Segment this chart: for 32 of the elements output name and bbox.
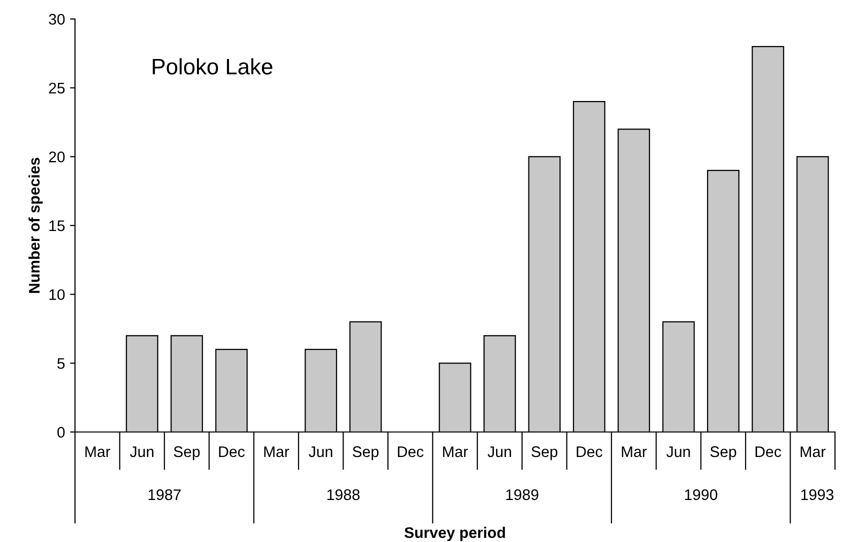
text: 1990 (685, 489, 718, 500)
text: 1993 (801, 489, 834, 500)
y-tick-label: 0 (57, 426, 65, 438)
x-tick-label: Mar (85, 446, 110, 458)
y-tick-label: 25 (49, 82, 65, 94)
x-tick-label: Dec (219, 446, 245, 458)
x-tick-label: Mar (622, 446, 647, 458)
x-tick-label: Sep (174, 446, 200, 460)
x-tick-label: Sep (532, 446, 558, 460)
x-tick-label: Dec (756, 446, 782, 458)
x-axis-title: Survey period (404, 526, 505, 542)
x-tick-label: Mar (264, 446, 290, 458)
x-tick-label: Jun (130, 446, 154, 458)
x-tick-label: Mar (800, 446, 826, 458)
text: 1987 (148, 489, 181, 500)
x-tick-label: Sep (352, 446, 379, 460)
x-tick-label: Mar (443, 446, 468, 458)
y-tick-label: 20 (49, 152, 65, 162)
text: Poloko Lake (152, 58, 272, 75)
y-axis-title: Number of species (28, 158, 43, 293)
x-tick-label: Dec (398, 446, 424, 458)
x-tick-label: Jun (308, 446, 332, 458)
x-tick-label: Jun (666, 446, 690, 458)
y-tick-label: 30 (48, 14, 65, 25)
x-tick-label: Jun (488, 446, 512, 458)
text: 1988 (327, 489, 360, 500)
y-tick-label: 5 (57, 358, 65, 369)
y-tick-label: 15 (49, 220, 65, 232)
y-tick-label: 10 (49, 289, 65, 300)
x-tick-label: Sep (710, 446, 736, 460)
text: 1989 (506, 489, 538, 500)
x-tick-label: Dec (576, 446, 602, 458)
